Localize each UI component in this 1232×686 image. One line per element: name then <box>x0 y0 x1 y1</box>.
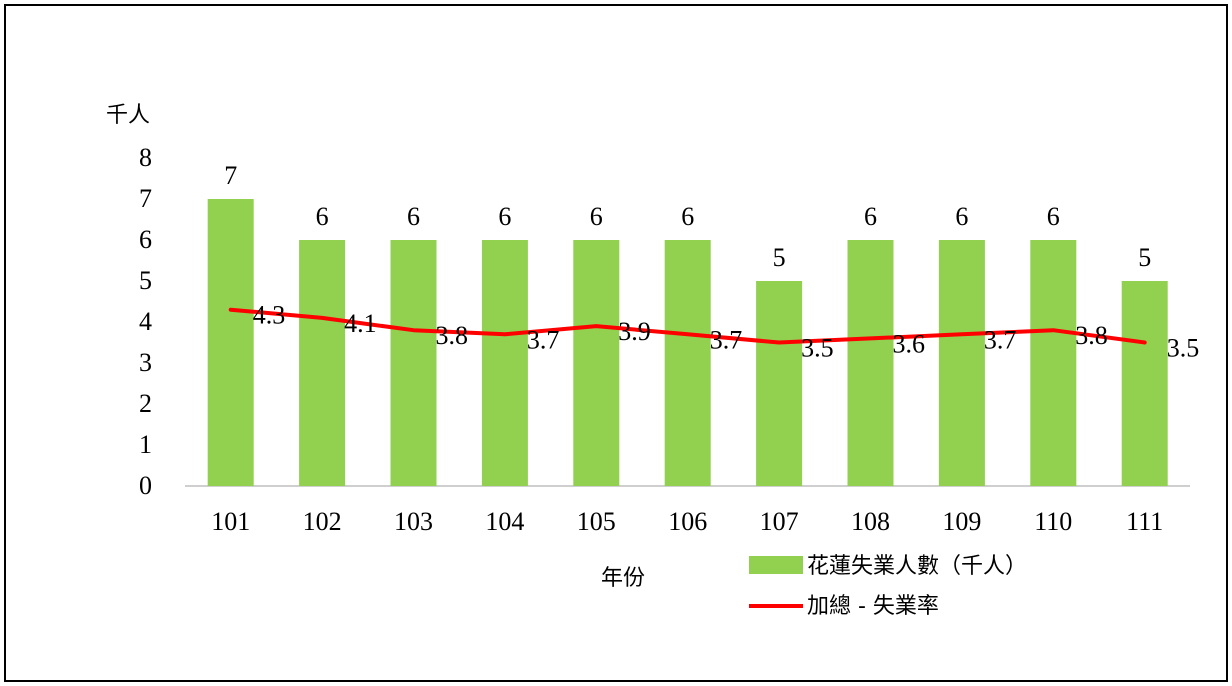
rate-line <box>228 307 1147 345</box>
line-data-label: 3.5 <box>1167 334 1200 363</box>
bar-series <box>207 199 1168 486</box>
bar-data-labels: 7 6 6 6 6 6 5 6 6 6 5 <box>224 161 1151 272</box>
bar-data-label: 5 <box>1138 243 1151 272</box>
line-data-label: 3.7 <box>710 325 743 354</box>
y-axis-unit-label: 千人 <box>106 103 150 128</box>
x-tick-label: 106 <box>668 507 707 536</box>
line-data-label: 3.9 <box>618 317 651 346</box>
bar <box>664 240 711 486</box>
y-tick-label: 0 <box>139 471 152 500</box>
bar <box>1121 281 1168 486</box>
line-data-label: 3.8 <box>1075 321 1108 350</box>
bar <box>481 240 528 486</box>
y-tick-label: 5 <box>139 266 152 295</box>
x-tick-label: 102 <box>303 507 342 536</box>
bar-data-label: 6 <box>864 202 877 231</box>
bar <box>847 240 894 486</box>
bar-data-label: 5 <box>773 243 786 272</box>
legend-label-line: 加總 - 失業率 <box>807 594 939 619</box>
legend-swatch-bar <box>749 556 803 574</box>
bar-data-label: 7 <box>224 161 237 190</box>
y-tick-label: 1 <box>139 430 152 459</box>
bar-data-label: 6 <box>681 202 694 231</box>
bar-data-label: 6 <box>955 202 968 231</box>
bar-data-label: 6 <box>407 202 420 231</box>
bar <box>299 240 346 486</box>
x-tick-labels: 101 102 103 104 105 106 107 108 109 110 111 <box>211 507 1163 536</box>
line-data-label: 3.8 <box>436 321 469 350</box>
x-tick-label: 111 <box>1126 507 1163 536</box>
bar <box>573 240 620 486</box>
y-tick-label: 2 <box>139 389 152 418</box>
x-tick-label: 104 <box>485 507 524 536</box>
line-data-label: 3.7 <box>984 325 1017 354</box>
bar-data-label: 6 <box>498 202 511 231</box>
y-tick-label: 7 <box>139 184 152 213</box>
x-tick-label: 108 <box>851 507 890 536</box>
y-tick-label: 3 <box>139 348 152 377</box>
legend-label-bar: 花蓮失業人數（千人） <box>807 554 1027 579</box>
bar <box>390 240 437 486</box>
bar-data-label: 6 <box>316 202 329 231</box>
y-tick-label: 8 <box>139 143 152 172</box>
bar-data-label: 6 <box>590 202 603 231</box>
line-data-label: 4.3 <box>253 301 286 330</box>
x-tick-label: 109 <box>942 507 981 536</box>
x-axis-title: 年份 <box>601 566 645 591</box>
line-data-label: 3.7 <box>527 325 560 354</box>
legend: 花蓮失業人數（千人） 加總 - 失業率 <box>749 554 1027 619</box>
x-tick-label: 105 <box>577 507 616 536</box>
bar-data-label: 6 <box>1047 202 1060 231</box>
y-tick-label: 4 <box>139 307 152 336</box>
x-tick-label: 110 <box>1034 507 1072 536</box>
line-data-labels: 4.3 4.1 3.8 3.7 3.9 3.7 3.5 3.6 3.7 3.8 3.5 <box>253 301 1199 363</box>
y-tick-labels: 0 1 2 3 4 5 6 7 8 <box>139 143 152 500</box>
bar <box>1030 240 1077 486</box>
bar <box>938 240 985 486</box>
line-data-label: 3.6 <box>893 329 926 358</box>
y-tick-label: 6 <box>139 225 152 254</box>
bar <box>207 199 254 486</box>
x-tick-label: 107 <box>760 507 799 536</box>
line-data-label: 4.1 <box>344 309 377 338</box>
x-tick-label: 103 <box>394 507 433 536</box>
bar <box>756 281 803 486</box>
line-data-label: 3.5 <box>801 334 834 363</box>
x-tick-label: 101 <box>211 507 250 536</box>
